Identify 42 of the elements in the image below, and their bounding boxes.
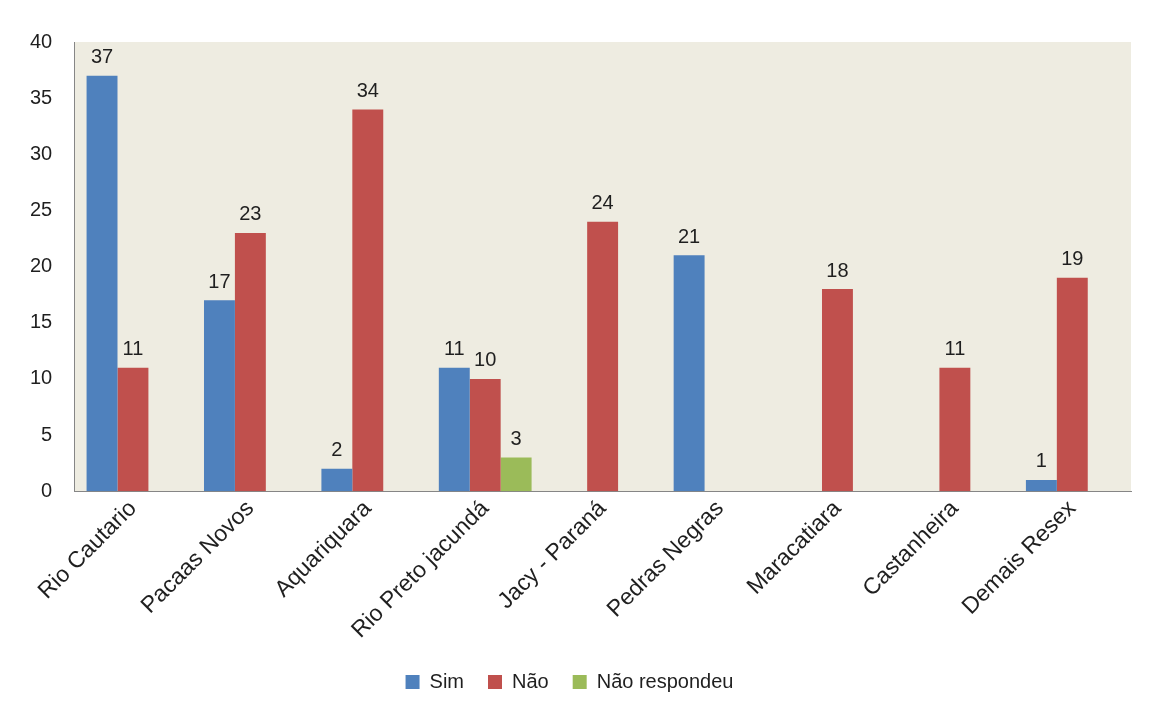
data-label: 23 — [239, 202, 262, 225]
bar — [500, 457, 532, 492]
legend-label: Não — [511, 669, 549, 692]
data-label: 2 — [331, 438, 343, 461]
data-label: 24 — [591, 191, 614, 214]
bar — [1056, 277, 1088, 492]
bar — [587, 221, 619, 492]
data-label: 19 — [1061, 247, 1084, 270]
y-tick-label: 35 — [30, 85, 53, 108]
data-label: 34 — [356, 78, 379, 101]
y-tick-label: 25 — [30, 197, 53, 220]
y-tick-label: 5 — [41, 422, 53, 445]
data-label: 1 — [1035, 449, 1047, 472]
bar — [117, 367, 149, 492]
bar — [822, 289, 853, 492]
data-label: 17 — [208, 269, 231, 292]
bar — [234, 232, 266, 492]
legend-label: Não respondeu — [596, 669, 734, 692]
bar — [438, 367, 470, 492]
y-tick-label: 0 — [41, 478, 53, 501]
y-tick-label: 30 — [30, 141, 53, 164]
y-tick-label: 40 — [30, 29, 53, 52]
y-tick-label: 10 — [30, 366, 53, 389]
data-label: 3 — [510, 427, 522, 450]
bar — [203, 300, 235, 492]
bar — [1025, 479, 1057, 492]
bar — [673, 255, 705, 492]
bar — [939, 367, 971, 492]
bar — [321, 468, 353, 492]
data-label: 18 — [826, 258, 849, 281]
data-label: 10 — [474, 348, 497, 371]
bar — [86, 75, 118, 492]
data-label: 11 — [944, 337, 966, 360]
data-label: 11 — [122, 337, 144, 360]
data-label: 11 — [443, 337, 465, 360]
data-label: 21 — [678, 224, 701, 247]
y-tick-label: 15 — [30, 310, 53, 333]
bar — [352, 109, 384, 492]
data-label: 37 — [90, 45, 114, 68]
y-tick-label: 20 — [30, 254, 53, 277]
bar — [469, 378, 501, 492]
legend-label: Sim — [429, 669, 464, 692]
